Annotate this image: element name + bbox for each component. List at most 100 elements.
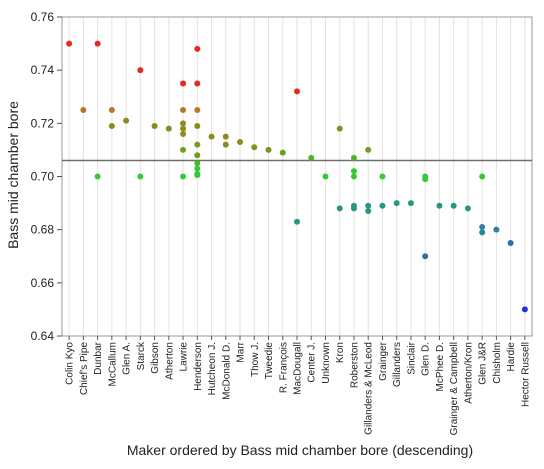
data-point bbox=[350, 168, 357, 175]
data-point bbox=[336, 125, 343, 132]
data-point bbox=[294, 88, 300, 95]
x-tick-label: McPhee D. bbox=[435, 342, 446, 391]
x-tick-label: Glen J&R bbox=[478, 342, 489, 385]
x-tick-label: Chief's Pipe bbox=[79, 342, 90, 395]
y-tick-label: 0.68 bbox=[31, 223, 55, 237]
data-point bbox=[94, 40, 101, 47]
data-point bbox=[265, 146, 272, 153]
data-point bbox=[336, 205, 343, 212]
y-tick-label: 0.70 bbox=[31, 170, 55, 184]
y-tick-label: 0.76 bbox=[31, 10, 55, 24]
data-point bbox=[137, 173, 144, 180]
x-tick-label: R. François bbox=[278, 342, 289, 393]
x-tick-label: Hutcheon J. bbox=[207, 342, 218, 395]
x-tick-label: Hector Russell bbox=[520, 342, 531, 407]
data-point bbox=[365, 146, 372, 153]
x-tick-label: Lawrie bbox=[179, 342, 190, 372]
x-tick-label: Atherton bbox=[164, 342, 175, 380]
x-tick-label: Tweedie bbox=[264, 342, 275, 380]
data-point bbox=[379, 202, 386, 209]
x-tick-label: Atherton/Kron bbox=[463, 342, 474, 404]
data-point bbox=[422, 253, 429, 260]
x-tick-label: Dunbar bbox=[93, 341, 104, 374]
x-tick-label: Gillanders bbox=[392, 342, 403, 387]
y-axis-title: Bass mid chamber bore bbox=[5, 101, 21, 249]
data-point bbox=[194, 160, 201, 167]
data-point bbox=[308, 154, 315, 161]
data-point bbox=[251, 144, 258, 151]
data-point bbox=[479, 229, 486, 236]
x-tick-label: Kron bbox=[335, 342, 346, 363]
data-point bbox=[365, 208, 372, 215]
y-tick-label: 0.72 bbox=[31, 116, 55, 130]
data-point bbox=[180, 130, 187, 137]
data-point bbox=[194, 107, 201, 114]
data-point bbox=[365, 202, 372, 209]
y-tick-label: 0.66 bbox=[31, 276, 55, 290]
x-tick-label: Grainger bbox=[378, 341, 389, 381]
data-point bbox=[379, 173, 386, 180]
x-tick-label: Gibson bbox=[150, 342, 161, 374]
x-axis-title: Maker ordered by Bass mid chamber bore (… bbox=[127, 442, 473, 458]
data-point bbox=[407, 200, 414, 207]
data-point bbox=[194, 172, 201, 179]
data-point bbox=[464, 205, 471, 212]
data-point bbox=[180, 107, 187, 114]
x-tick-label: Starck bbox=[136, 341, 147, 370]
data-point bbox=[180, 146, 187, 153]
data-point bbox=[194, 141, 201, 148]
data-point bbox=[194, 80, 201, 87]
x-tick-label: Gillanders & McLeod bbox=[364, 342, 375, 435]
data-point bbox=[222, 141, 229, 148]
data-point bbox=[279, 149, 286, 156]
data-point bbox=[222, 133, 229, 140]
data-point bbox=[237, 138, 244, 145]
data-point bbox=[479, 173, 486, 180]
x-tick-label: Grainger & Campbell bbox=[449, 342, 460, 435]
x-tick-label: Hardie bbox=[506, 342, 517, 372]
x-tick-label: Marr bbox=[236, 341, 247, 362]
x-tick-label: Colin Kyo bbox=[65, 342, 76, 385]
data-point bbox=[521, 306, 528, 313]
data-point bbox=[108, 107, 115, 114]
data-point bbox=[436, 202, 443, 209]
data-point bbox=[350, 205, 357, 212]
x-tick-label: Roberston bbox=[349, 342, 360, 388]
x-tick-label: Center J. bbox=[307, 342, 318, 383]
y-tick-label: 0.64 bbox=[31, 329, 55, 343]
data-point bbox=[66, 40, 73, 47]
x-tick-label: McCallum bbox=[107, 342, 118, 386]
data-point bbox=[350, 173, 357, 180]
data-point bbox=[151, 122, 158, 129]
data-point bbox=[194, 45, 201, 52]
data-point bbox=[479, 224, 486, 231]
data-point bbox=[80, 107, 87, 114]
y-tick-label: 0.74 bbox=[31, 63, 55, 77]
x-tick-label: Chisholm bbox=[492, 342, 503, 384]
x-tick-label: Unknown bbox=[321, 342, 332, 384]
x-tick-label: Sinclair bbox=[406, 341, 417, 374]
x-tick-label: MacDougall bbox=[293, 342, 304, 395]
x-tick-label: Glen D. bbox=[421, 342, 432, 376]
data-point bbox=[450, 202, 457, 209]
data-point bbox=[137, 67, 144, 74]
data-point bbox=[422, 176, 429, 183]
data-point bbox=[194, 152, 201, 159]
data-point bbox=[493, 226, 500, 233]
data-point bbox=[180, 80, 187, 87]
data-point bbox=[194, 122, 201, 129]
data-point bbox=[322, 173, 329, 180]
data-point bbox=[208, 133, 215, 140]
data-point bbox=[180, 173, 187, 180]
data-point bbox=[180, 125, 187, 132]
x-tick-label: McDonald D. bbox=[221, 342, 232, 400]
data-point bbox=[294, 218, 300, 225]
data-point bbox=[108, 122, 115, 129]
data-point bbox=[393, 200, 400, 207]
data-point bbox=[350, 154, 357, 161]
data-point bbox=[180, 120, 187, 127]
x-tick-label: Glen A. bbox=[122, 342, 133, 375]
x-tick-label: Henderson bbox=[193, 342, 204, 391]
